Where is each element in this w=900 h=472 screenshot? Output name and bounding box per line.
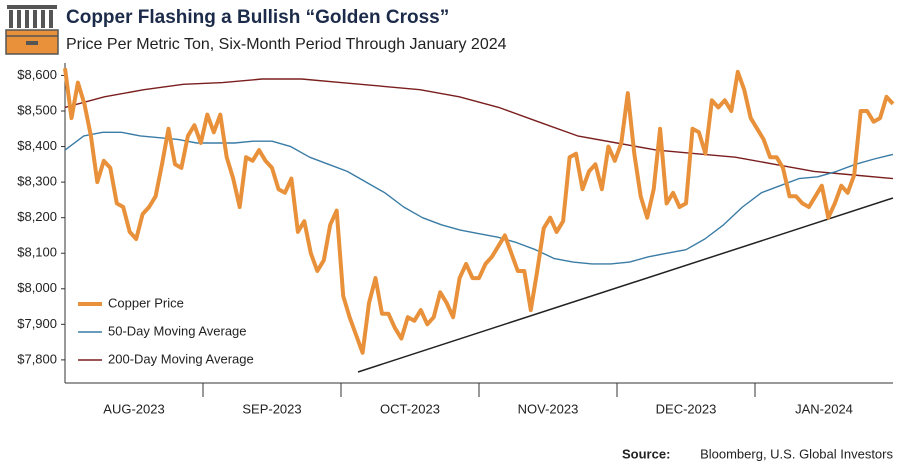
y-tick-label: $8,300 (17, 174, 57, 189)
x-tick-label: SEP-2023 (242, 401, 301, 416)
y-tick-label: $8,600 (17, 67, 57, 82)
series-line (63, 68, 895, 355)
x-tick-label: AUG-2023 (103, 401, 164, 416)
y-tick-label: $7,800 (17, 351, 57, 366)
y-tick-label: $7,900 (17, 316, 57, 331)
legend-label: Copper Price (108, 295, 184, 310)
x-tick-label: NOV-2023 (518, 401, 579, 416)
chart-subtitle: Price Per Metric Ton, Six-Month Period T… (66, 36, 507, 53)
chart-title: Copper Flashing a Bullish “Golden Cross” (66, 7, 449, 28)
x-tick-label: JAN-2024 (795, 401, 853, 416)
y-tick-label: $8,400 (17, 138, 57, 153)
trend-line (357, 197, 894, 373)
series-line (64, 78, 894, 180)
y-tick-label: $8,100 (17, 245, 57, 260)
legend-label: 50-Day Moving Average (108, 323, 247, 338)
y-tick-label: $8,000 (17, 280, 57, 295)
x-tick-label: DEC-2023 (656, 401, 717, 416)
source-label: Source: (622, 446, 670, 461)
series-line (64, 131, 894, 265)
y-tick-label: $8,500 (17, 102, 57, 117)
bank-icon (5, 5, 59, 55)
legend-label: 200-Day Moving Average (108, 351, 254, 366)
y-tick-label: $8,200 (17, 209, 57, 224)
x-tick-label: OCT-2023 (380, 401, 440, 416)
source-text: Bloomberg, U.S. Global Investors (700, 446, 893, 461)
